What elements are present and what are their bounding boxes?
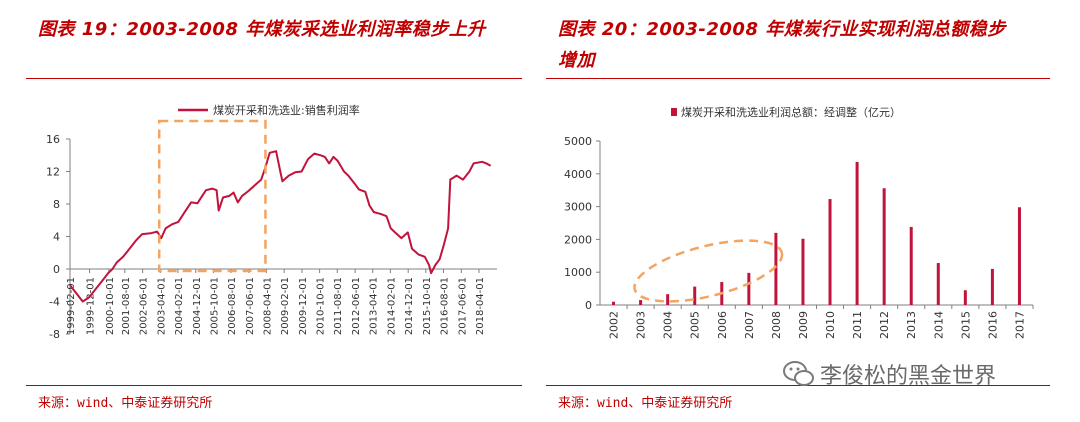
bar-2002 xyxy=(612,301,616,305)
legend-swatch xyxy=(671,108,677,116)
total-profit-bar-chart: 5000 4000 3000 2000 1000 0 2002 2003 2004 2005 200… xyxy=(564,105,1034,339)
right-panel: 图表 20：2003-2008 年煤炭行业实现利润总额稳步 增加 5000 400… xyxy=(540,0,1080,422)
profit-margin-line-chart: 16 12 8 4 0 -4 -8 1999-02-01 1999-12-01 2000-10-0… xyxy=(46,103,497,341)
bar-2008 xyxy=(774,232,778,305)
x-tick-label: 2003-04-01 xyxy=(156,277,167,335)
bar-2010 xyxy=(828,199,832,305)
legend-label: 煤炭开采和洗选业:销售利润率 xyxy=(213,103,360,117)
bar-2016 xyxy=(990,268,994,305)
x-tick-label: 2008 xyxy=(770,311,783,339)
x-tick-label: 2011-08-01 xyxy=(333,277,344,335)
x-tick-label: 2007 xyxy=(743,311,756,339)
bar-2012 xyxy=(882,188,886,305)
bar-2009 xyxy=(801,238,805,305)
x-tick-label: 2010-10-01 xyxy=(316,277,327,335)
left-title-rule xyxy=(26,78,522,79)
x-tick-label: 2014-02-01 xyxy=(386,277,397,335)
x-tick-label: 2009-12-01 xyxy=(298,277,309,335)
bar-2005 xyxy=(693,286,697,305)
bar-2004 xyxy=(666,294,670,305)
bar-2017 xyxy=(1017,207,1021,305)
x-tick-label: 2001-08-01 xyxy=(121,277,132,335)
bar-2015 xyxy=(963,290,967,305)
left-title: 图表 19：2003-2008 年煤炭采选业利润率稳步上升 xyxy=(38,19,486,40)
x-tick-label: 2015 xyxy=(959,311,972,339)
x-tick-label: 2012-06-01 xyxy=(351,277,362,335)
x-tick-label: 2014-12-01 xyxy=(404,277,415,335)
y-tick-label: 12 xyxy=(46,166,60,179)
x-tick-label: 2002 xyxy=(608,311,621,339)
y-tick-label: -4 xyxy=(49,296,60,309)
x-tick-label: 2006-08-01 xyxy=(227,277,238,335)
x-tick-label: 2004-02-01 xyxy=(174,277,185,335)
x-tick-label: 2009 xyxy=(797,311,810,339)
x-tick-label: 2016 xyxy=(986,311,999,339)
x-tick-label: 2013-04-01 xyxy=(369,277,380,335)
right-source-rule xyxy=(546,385,1050,386)
x-tick-label: 1999-02-01 xyxy=(66,277,77,335)
bar-2011 xyxy=(855,161,859,305)
x-tick-label: 2018-04-01 xyxy=(475,277,486,335)
x-tick-label: 2013 xyxy=(905,311,918,339)
bar-2013 xyxy=(909,226,913,305)
x-tick-label: 2009-02-01 xyxy=(280,277,291,335)
x-tick-label: 2006 xyxy=(716,311,729,339)
right-source: 来源：wind、中泰证券研究所 xyxy=(558,396,733,411)
y-tick-label: 0 xyxy=(53,263,60,276)
right-title-line-1: 图表 20：2003-2008 年煤炭行业实现利润总额稳步 xyxy=(558,19,1006,40)
y-tick-label: 2000 xyxy=(564,233,592,246)
y-tick-label: 8 xyxy=(53,198,60,211)
x-tick-label: 2017-06-01 xyxy=(457,277,468,335)
x-tick-label: 2010 xyxy=(824,311,837,339)
legend-label: 煤炭开采和洗选业利润总额：经调整（亿元） xyxy=(681,105,901,119)
y-tick-label: 0 xyxy=(585,299,592,312)
right-title-rule xyxy=(546,78,1050,79)
x-tick-label: 2004 xyxy=(662,311,675,339)
x-tick-label: 2000-10-01 xyxy=(105,277,116,335)
left-source-rule xyxy=(26,385,522,386)
x-tick-label: 2016-08-01 xyxy=(439,277,450,335)
bar-2014 xyxy=(936,263,940,305)
y-tick-label: 1000 xyxy=(564,266,592,279)
series-line xyxy=(69,150,492,303)
left-source: 来源：wind、中泰证券研究所 xyxy=(38,396,213,411)
y-tick-label: 4000 xyxy=(564,168,592,181)
x-tick-label: 2008-04-01 xyxy=(263,277,274,335)
x-tick-label: 2015-10-01 xyxy=(422,277,433,335)
y-tick-label: 4 xyxy=(53,231,60,244)
bar-2003 xyxy=(639,300,643,305)
x-tick-label: 2004-12-01 xyxy=(192,277,203,335)
x-tick-label: 2005 xyxy=(689,311,702,339)
watermark: 李俊松的黑金世界 xyxy=(782,354,1052,394)
y-tick-label: 16 xyxy=(46,133,60,146)
x-tick-label: 2014 xyxy=(932,311,945,339)
bar-2007 xyxy=(747,272,751,305)
highlight-ellipse xyxy=(633,239,784,303)
x-tick-label: 2005-10-01 xyxy=(209,277,220,335)
y-tick-label: -8 xyxy=(49,328,60,341)
left-panel: 图表 19：2003-2008 年煤炭采选业利润率稳步上升 16 12 8 4 0 -4 -… xyxy=(26,19,522,411)
right-title-line-2: 增加 xyxy=(558,50,595,71)
highlight-box xyxy=(157,119,267,273)
x-tick-label: 2012 xyxy=(878,311,891,339)
x-tick-label: 2003 xyxy=(635,311,648,339)
y-tick-label: 5000 xyxy=(564,135,592,148)
y-tick-label: 3000 xyxy=(564,201,592,214)
watermark-text: 李俊松的黑金世界 xyxy=(820,364,997,389)
x-tick-label: 2017 xyxy=(1013,311,1026,339)
x-tick-label: 1999-12-01 xyxy=(86,277,97,335)
x-tick-label: 2002-06-01 xyxy=(139,277,150,335)
x-tick-label: 2007-06-01 xyxy=(245,277,256,335)
x-tick-label: 2011 xyxy=(851,311,864,339)
wechat-icon xyxy=(783,361,814,386)
